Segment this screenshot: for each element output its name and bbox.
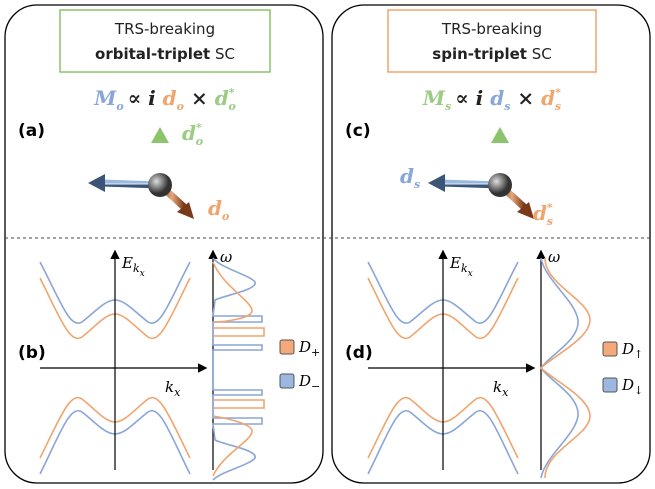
- formula: Mo∝ i do × d*o: [93, 86, 236, 115]
- legend-swatch: [280, 374, 294, 388]
- vector-label: d*s: [533, 201, 553, 228]
- formula: Ms∝ i ds × d*s: [422, 86, 561, 115]
- panel-left: TRS-breaking orbital-triplet SC Mo∝ i do…: [18, 10, 320, 480]
- axis-label: Ekx: [121, 254, 145, 279]
- axis-label: kx: [493, 378, 509, 399]
- panel-label: (d): [345, 343, 373, 363]
- panel-label: (b): [18, 343, 46, 363]
- vector-label: ds: [400, 164, 420, 191]
- legend-swatch: [603, 342, 617, 356]
- header-line: TRS-breaking: [114, 20, 215, 38]
- panel-label: (a): [18, 121, 45, 141]
- axis-label: kx: [165, 378, 181, 399]
- panel-label: (c): [345, 121, 371, 141]
- legend-label: D↑: [621, 340, 643, 361]
- figure: TRS-breaking orbital-triplet SC Mo∝ i do…: [0, 0, 655, 489]
- panel-frame: [5, 5, 323, 483]
- vector-label: d*o: [182, 121, 203, 148]
- axis-label: ω: [548, 248, 560, 266]
- vector-label: do: [208, 196, 229, 223]
- legend-label: D+: [298, 338, 320, 359]
- header-line: orbital-triplet SC: [95, 45, 235, 63]
- dos-curve: [541, 258, 578, 478]
- panel-right: TRS-breaking spin-triplet SC Ms∝ i ds × …: [345, 10, 643, 478]
- dos-curve: [213, 262, 264, 476]
- header-line: TRS-breaking: [441, 20, 542, 38]
- legend-swatch: [280, 340, 294, 354]
- legend-label: D↓: [621, 376, 643, 397]
- legend-swatch: [603, 378, 617, 392]
- legend-label: D−: [298, 372, 320, 393]
- header-line: spin-triplet SC: [432, 45, 551, 63]
- axis-label: Ekx: [449, 254, 473, 279]
- dos-curve: [213, 258, 262, 480]
- axis-label: ω: [220, 248, 232, 266]
- panel-frame: [332, 5, 650, 483]
- dos-curve: [541, 258, 590, 478]
